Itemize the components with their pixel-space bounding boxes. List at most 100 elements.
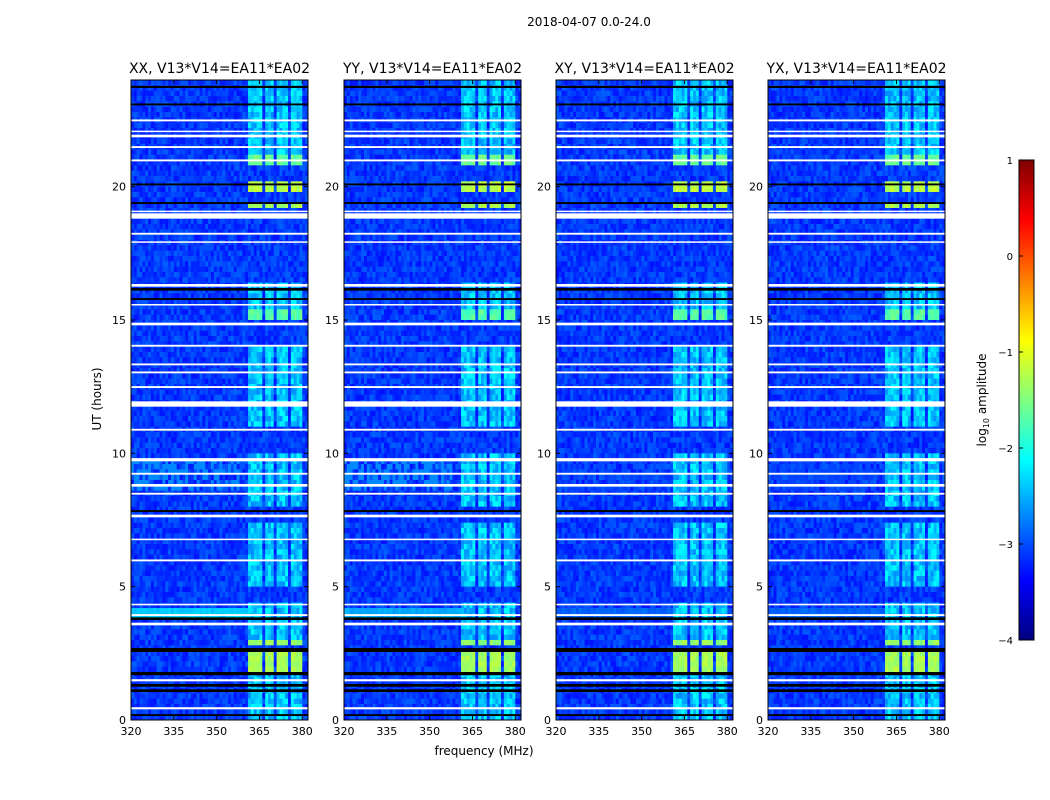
heatmap-cell (302, 192, 305, 198)
heatmap-cell (154, 235, 157, 241)
heatmap-cell (225, 91, 228, 97)
heatmap-cell (142, 235, 145, 241)
heatmap-cell (188, 245, 191, 251)
heatmap-cell (248, 187, 251, 193)
heatmap-cell (299, 192, 302, 198)
heatmap-cell (171, 245, 174, 251)
heatmap-cell (231, 107, 234, 113)
heatmap-cell (279, 261, 282, 267)
heatmap-cell (285, 112, 288, 118)
heatmap-cell (285, 219, 288, 225)
heatmap-cell (274, 91, 277, 97)
heatmap-cell (157, 112, 160, 118)
heatmap-cell (282, 251, 285, 257)
heatmap-cell (140, 165, 143, 171)
heatmap-cell (194, 91, 197, 97)
heatmap-cell (185, 240, 188, 246)
heatmap-cell (274, 139, 277, 145)
heatmap-cell (165, 235, 168, 241)
heatmap-cell (220, 240, 223, 246)
heatmap-cell (174, 187, 177, 193)
heatmap-cell (251, 245, 254, 251)
heatmap-cell (245, 187, 248, 193)
heatmap-cell (191, 224, 194, 230)
heatmap-cell (217, 187, 220, 193)
heatmap-cell (168, 224, 171, 230)
heatmap-cell (165, 149, 168, 155)
heatmap-cell (262, 123, 265, 129)
heatmap-cell (282, 165, 285, 171)
heatmap-cell (185, 171, 188, 177)
heatmap-cell (262, 176, 265, 182)
heatmap-cell (168, 235, 171, 241)
heatmap-cell (251, 165, 254, 171)
heatmap-cell (271, 235, 274, 241)
heatmap-cell (217, 235, 220, 241)
heatmap-cell (185, 256, 188, 262)
heatmap-cell (291, 240, 294, 246)
heatmap-cell (168, 139, 171, 145)
heatmap-cell (217, 139, 220, 145)
heatmap-cell (205, 219, 208, 225)
heatmap-cell (180, 112, 183, 118)
heatmap-cell (282, 219, 285, 225)
heatmap-cell (297, 187, 300, 193)
heatmap-cell (202, 165, 205, 171)
heatmap-cell (302, 139, 305, 145)
heatmap-cell (145, 139, 148, 145)
heatmap-cell (294, 224, 297, 230)
heatmap-cell (182, 235, 185, 241)
heatmap-cell (191, 240, 194, 246)
heatmap-cell (237, 224, 240, 230)
heatmap-cell (191, 165, 194, 171)
heatmap-cell (228, 96, 231, 102)
heatmap-cell (248, 112, 251, 118)
heatmap-cell (279, 91, 282, 97)
heatmap-cell (231, 224, 234, 230)
heatmap-cell (137, 267, 140, 273)
heatmap-cell (285, 187, 288, 193)
heatmap-cell (251, 112, 254, 118)
heatmap-cell (205, 149, 208, 155)
heatmap-cell (200, 176, 203, 182)
heatmap-cell (271, 224, 274, 230)
heatmap-cell (171, 165, 174, 171)
heatmap-cell (180, 176, 183, 182)
heatmap-cell (222, 256, 225, 262)
heatmap-cell (151, 96, 154, 102)
heatmap-cell (262, 107, 265, 113)
heatmap-cell (262, 192, 265, 198)
heatmap-cell (268, 219, 271, 225)
heatmap-cell (262, 245, 265, 251)
heatmap-cell (242, 176, 245, 182)
heatmap-cell (248, 80, 251, 86)
heatmap-cell (257, 235, 260, 241)
heatmap-cell (185, 224, 188, 230)
heatmap-cell (134, 91, 137, 97)
heatmap-cell (239, 240, 242, 246)
heatmap-cell (248, 240, 251, 246)
heatmap-cell (239, 91, 242, 97)
heatmap-cell (171, 235, 174, 241)
heatmap-cell (202, 240, 205, 246)
heatmap-cell (214, 256, 217, 262)
heatmap-cell (154, 139, 157, 145)
heatmap-cell (248, 91, 251, 97)
heatmap-cell (202, 91, 205, 97)
heatmap-cell (145, 261, 148, 267)
heatmap-cell (151, 139, 154, 145)
heatmap-cell (214, 240, 217, 246)
heatmap-cell (151, 261, 154, 267)
heatmap-cell (245, 176, 248, 182)
heatmap-cell (299, 165, 302, 171)
heatmap-cell (200, 235, 203, 241)
heatmap-cell (262, 171, 265, 177)
heatmap-cell (251, 224, 254, 230)
heatmap-cell (142, 267, 145, 273)
heatmap-cell (268, 107, 271, 113)
heatmap-cell (288, 251, 291, 257)
heatmap-cell (245, 112, 248, 118)
heatmap-cell (191, 261, 194, 267)
heatmap-cell (168, 96, 171, 102)
